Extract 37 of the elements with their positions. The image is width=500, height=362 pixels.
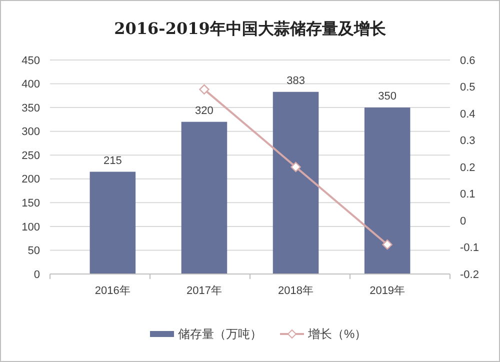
x-tick-label: 2017年 — [186, 285, 222, 297]
y-tick-label: 350 — [22, 102, 40, 114]
data-label: 383 — [286, 74, 305, 87]
data-label: 320 — [195, 104, 214, 117]
bar — [181, 122, 228, 274]
y-tick-label: 100 — [22, 221, 40, 234]
y2-tick-label: 0.3 — [460, 135, 476, 148]
y2-tick-label: 0.1 — [460, 188, 476, 201]
x-tick-label: 2018年 — [278, 285, 314, 297]
bar — [90, 172, 136, 274]
bar — [272, 92, 319, 274]
point — [290, 162, 301, 172]
y2-tick-label: 0.5 — [460, 82, 476, 94]
point — [199, 84, 210, 95]
data-label: 350 — [378, 90, 397, 103]
data-label: 215 — [103, 154, 122, 167]
x-tick-label: 2019年 — [370, 285, 406, 297]
y-tick-label: 50 — [28, 245, 40, 258]
legend-label: 增长（%） — [307, 327, 367, 342]
y-tick-label: 200 — [22, 174, 40, 186]
point — [382, 239, 392, 250]
y2-tick-label: 0 — [460, 215, 466, 228]
y2-tick-label: -0.1 — [460, 242, 479, 254]
y-tick-label: 400 — [22, 78, 40, 91]
y-tick-label: 150 — [22, 198, 40, 210]
y2-tick-label: 0.4 — [460, 108, 476, 120]
y2-tick-label: 0.6 — [460, 54, 476, 67]
y-tick-label: 250 — [22, 150, 40, 162]
y2-tick-label: -0.2 — [460, 268, 479, 281]
x-tick-label: 2016年 — [94, 285, 130, 297]
y2-tick-label: 0.2 — [460, 162, 476, 174]
legend-label: 储存量（万吨） — [178, 327, 262, 342]
bar — [364, 108, 410, 274]
y-tick-label: 0 — [34, 268, 40, 281]
chart-title: 2016-2019年中国大蒜储存量及增长 — [114, 19, 387, 38]
y-tick-label: 300 — [22, 126, 40, 138]
y-tick-label: 450 — [22, 54, 40, 67]
